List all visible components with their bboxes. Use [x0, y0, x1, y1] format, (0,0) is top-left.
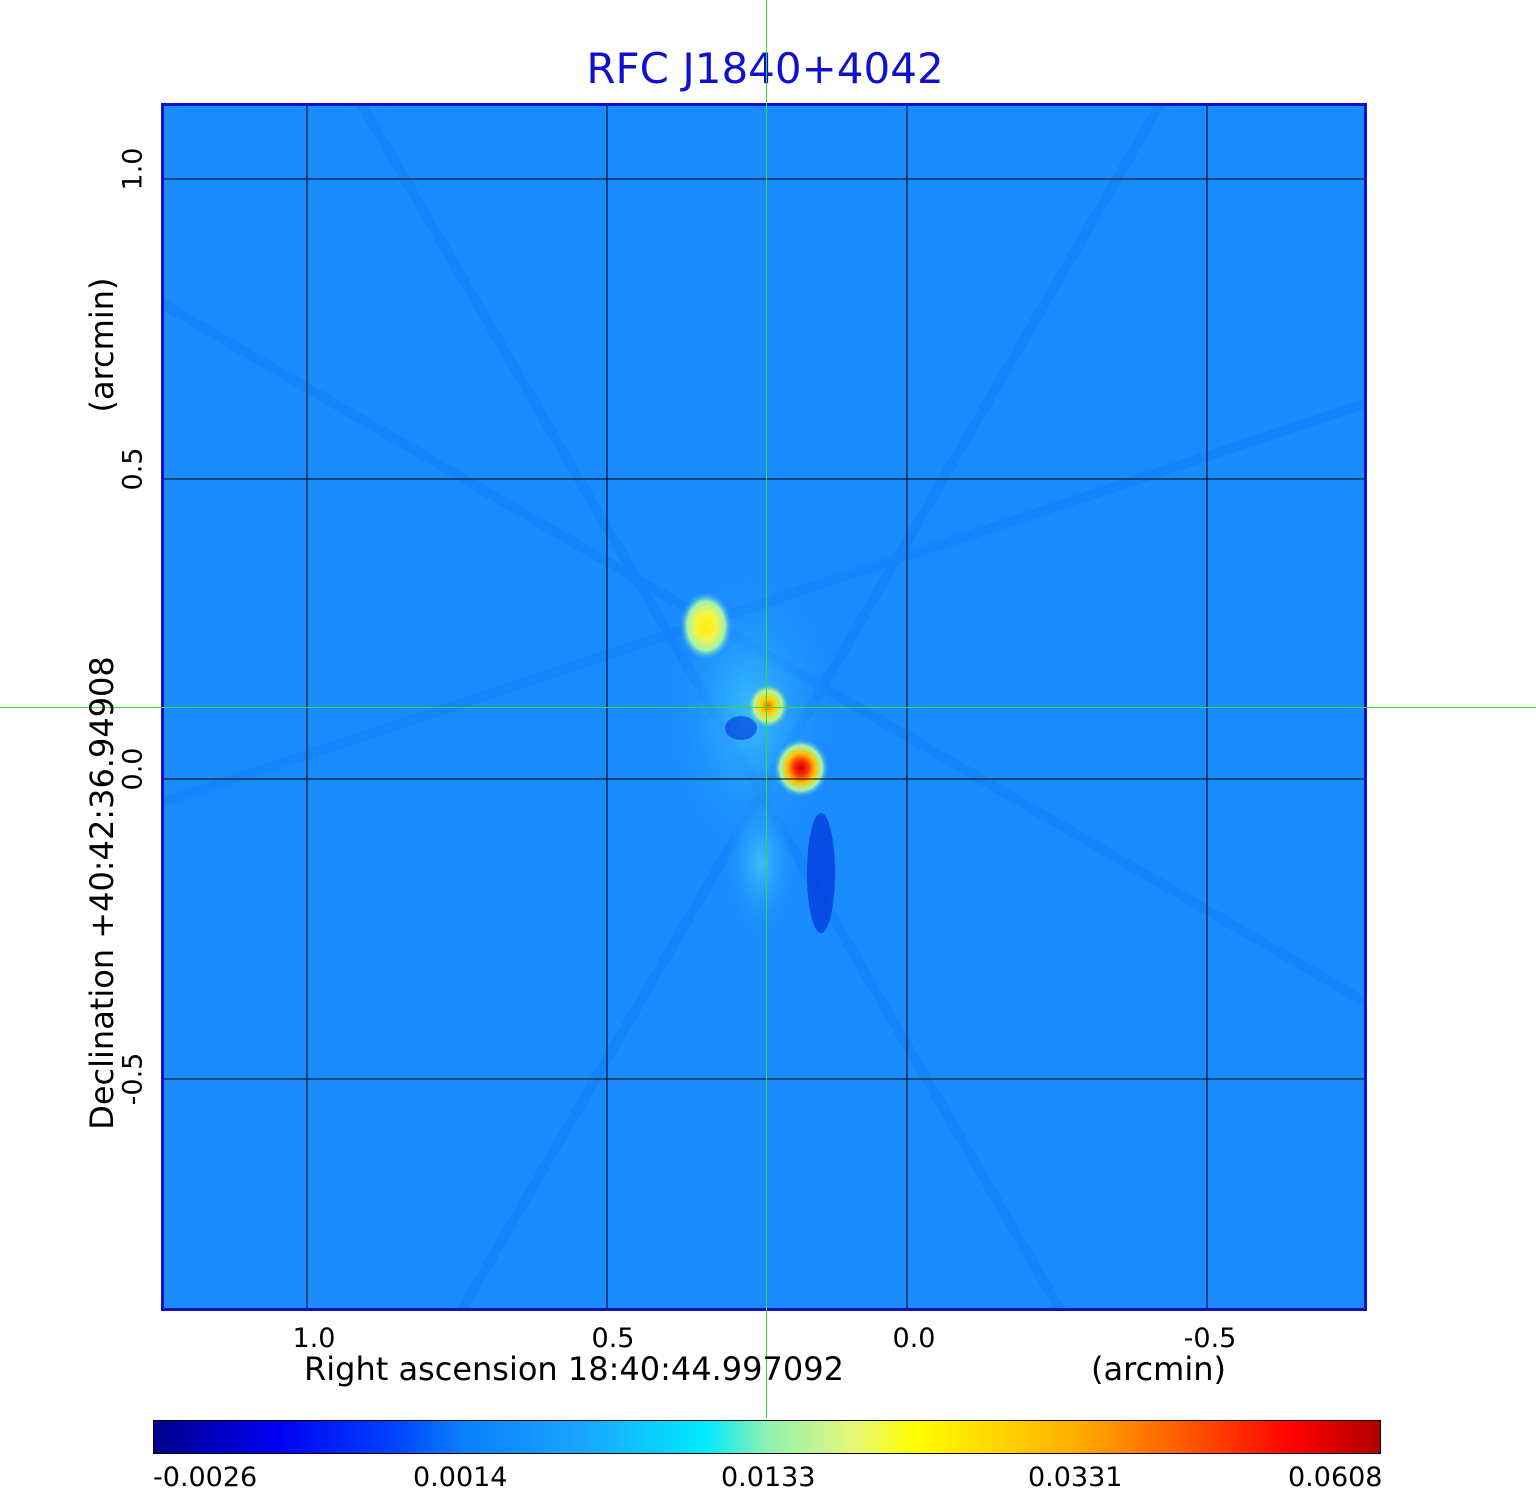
source-component-c [773, 738, 829, 798]
colorbar-tick-label: 0.0133 [721, 1462, 816, 1493]
y-tick-label: 1.0 [117, 147, 149, 191]
y-tick-label: 0.0 [117, 747, 149, 791]
colorbar [153, 1420, 1381, 1454]
image-title: RFC J1840+4042 [586, 44, 944, 93]
colorbar-tick-label: 0.0014 [413, 1462, 508, 1493]
y-axis-label: Declination +40:42:36.94908 [83, 656, 121, 1130]
x-tick-label: 1.0 [292, 1323, 336, 1354]
diffuse-emission-lower [721, 783, 801, 943]
x-axis-unit: (arcmin) [1091, 1350, 1226, 1388]
negative-artifact [807, 813, 835, 933]
colorbar-tick-label: 0.0608 [1288, 1462, 1383, 1493]
colorbar-tick-label: -0.0026 [153, 1462, 258, 1493]
x-tick-label: 0.5 [591, 1323, 635, 1354]
source-component-a [679, 591, 733, 661]
source-component-b [746, 682, 790, 730]
y-tick-label: -0.5 [117, 1052, 149, 1106]
x-tick-label: -0.5 [1183, 1323, 1237, 1354]
x-tick-label: 0.0 [892, 1323, 936, 1354]
y-tick-label: 0.5 [117, 447, 149, 491]
crosshair-horizontal [0, 707, 1536, 708]
x-axis-label: Right ascension 18:40:44.997092 [304, 1350, 844, 1388]
y-axis-unit: (arcmin) [83, 277, 121, 413]
negative-artifact-2 [725, 716, 757, 740]
colorbar-tick-label: 0.0331 [1028, 1462, 1123, 1493]
crosshair-vertical [766, 0, 767, 1418]
